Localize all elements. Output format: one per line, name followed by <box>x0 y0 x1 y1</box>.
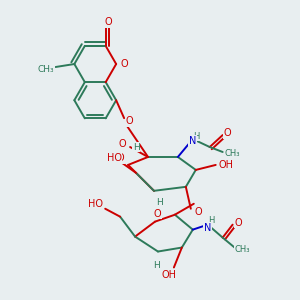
Text: CH₃: CH₃ <box>235 245 250 254</box>
Text: HO: HO <box>107 153 122 163</box>
Text: O: O <box>195 207 202 217</box>
Text: CH₃: CH₃ <box>37 64 54 74</box>
Text: O: O <box>224 128 232 138</box>
Text: O: O <box>118 139 126 149</box>
Text: N: N <box>204 223 212 232</box>
Text: N: N <box>189 136 196 146</box>
Text: CH₃: CH₃ <box>225 149 240 158</box>
Text: OH: OH <box>218 160 233 170</box>
Text: O: O <box>120 59 128 69</box>
Text: O: O <box>125 116 133 126</box>
Text: O: O <box>116 153 124 163</box>
Text: H: H <box>154 261 160 270</box>
Text: O: O <box>105 17 112 27</box>
Text: HO: HO <box>88 199 103 209</box>
Text: H: H <box>208 216 215 225</box>
Text: O: O <box>235 218 242 228</box>
Text: H: H <box>157 198 163 207</box>
Text: H: H <box>133 142 140 152</box>
Text: O: O <box>153 209 161 219</box>
Text: H: H <box>194 132 200 141</box>
Text: OH: OH <box>161 270 176 280</box>
